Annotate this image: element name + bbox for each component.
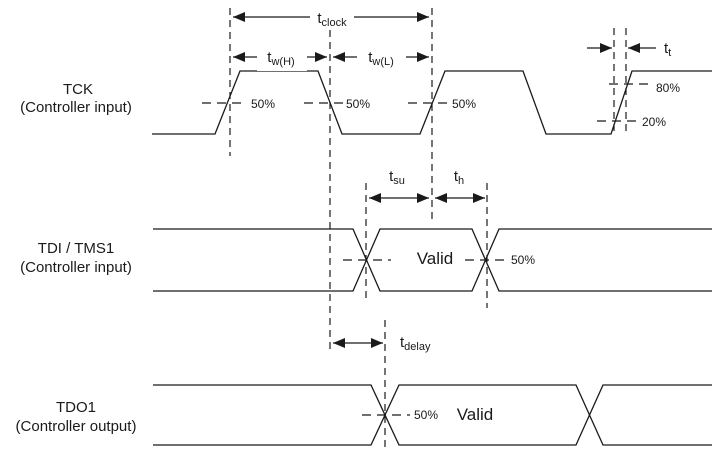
- tsu-label: tsu: [389, 168, 405, 187]
- tclock-label: tclock: [317, 10, 347, 29]
- twl-label-bg: [357, 45, 406, 71]
- tdo1-sublabel: (Controller output): [16, 418, 137, 435]
- threshold-markers: [202, 83, 651, 416]
- tdo-bus-line-b: [153, 384, 712, 446]
- twh-label: tw(H): [267, 49, 294, 68]
- tdi-bus-line-b: [153, 228, 712, 292]
- tdo-50pct-label: 50%: [414, 408, 438, 422]
- tdi-50pct-label: 50%: [511, 253, 535, 267]
- tck-50pct-label-2: 50%: [346, 97, 370, 111]
- th-label: th: [454, 168, 464, 187]
- tdelay-label: tdelay: [400, 334, 431, 353]
- timing-labels: tclock tw(H) tw(L) tsu th tdelay tt: [257, 5, 671, 353]
- tdi-bus-line-a: [153, 228, 712, 292]
- tck-50pct-label-1: 50%: [251, 97, 275, 111]
- tck-20pct-label: 20%: [642, 115, 666, 129]
- threshold-labels: 50% 50% 50% 80% 20% 50% 50%: [251, 81, 680, 422]
- tdi-tms1-sublabel: (Controller input): [20, 259, 132, 276]
- tclock-label-bg: [310, 5, 354, 29]
- tck-sublabel: (Controller input): [20, 99, 132, 116]
- tdo-valid-label: Valid: [457, 405, 494, 424]
- reference-lines: [229, 8, 627, 449]
- tck-80pct-label: 80%: [656, 81, 680, 95]
- tck-50pct-label-3: 50%: [452, 97, 476, 111]
- tck-label: TCK: [63, 81, 93, 98]
- valid-labels: Valid Valid: [417, 249, 494, 424]
- tdo-bus-line-a: [153, 384, 712, 446]
- tdi-tms1-label: TDI / TMS1: [38, 240, 114, 257]
- tdo1-label: TDO1: [56, 399, 96, 416]
- tdi-valid-label: Valid: [417, 249, 454, 268]
- tt-label: tt: [664, 40, 671, 59]
- tck-waveform: [152, 70, 712, 135]
- signal-labels: TCK (Controller input) TDI / TMS1 (Contr…: [16, 81, 137, 435]
- twh-label-bg: [257, 45, 307, 71]
- twl-label: tw(L): [368, 49, 394, 68]
- waveforms: [152, 70, 712, 446]
